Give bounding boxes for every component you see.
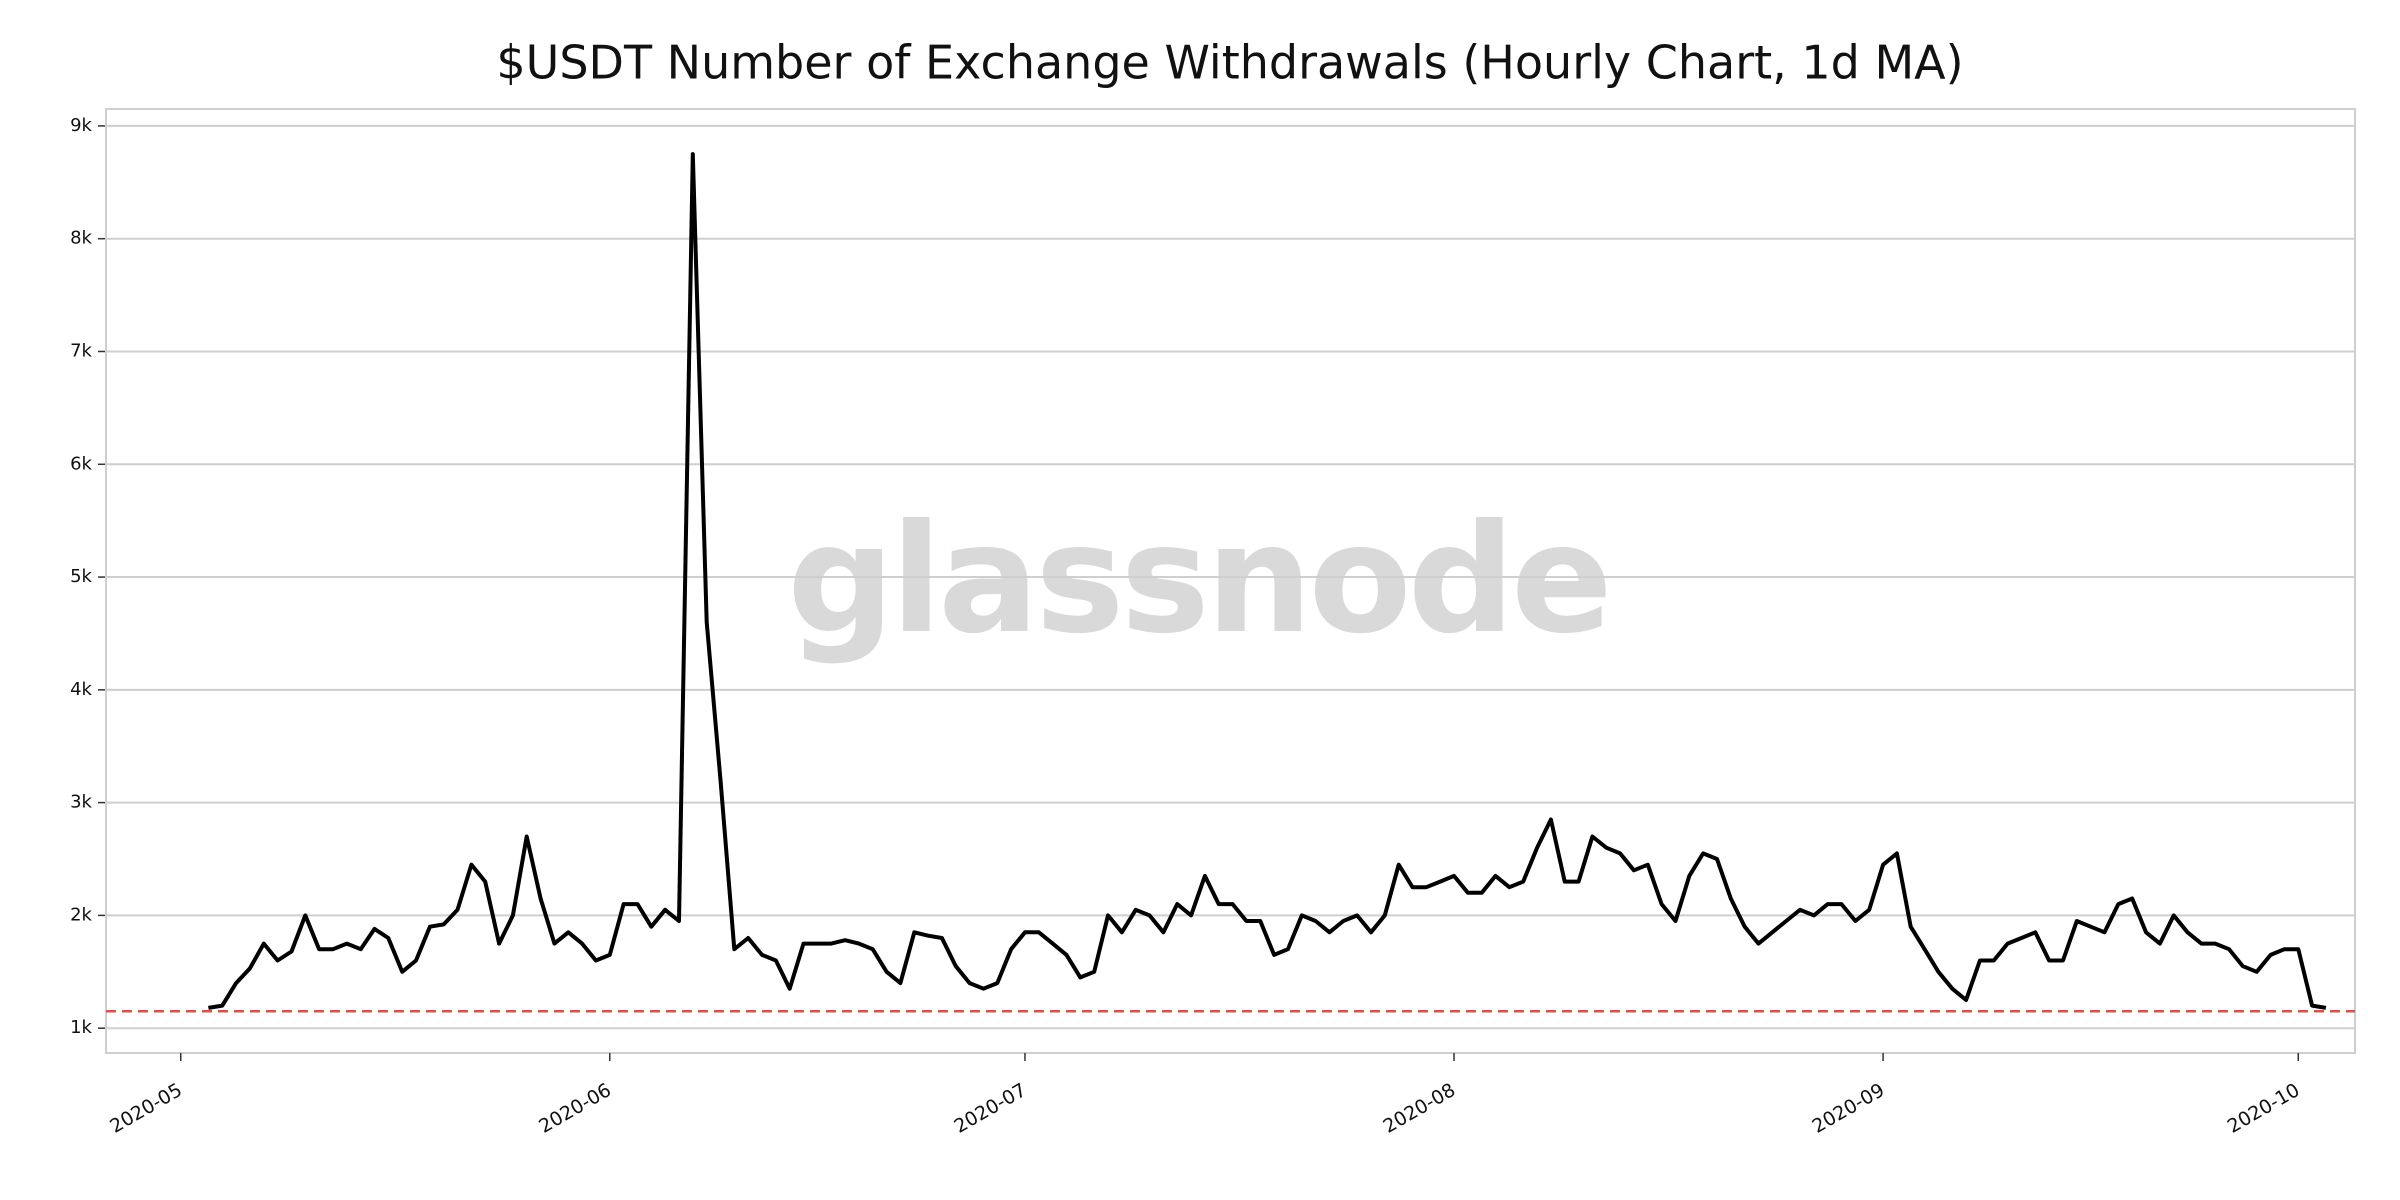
y-tick-label: 2k	[70, 904, 92, 925]
y-tick-label: 5k	[70, 566, 92, 587]
y-tick-label: 7k	[70, 340, 92, 361]
y-tick-label: 1k	[70, 1017, 92, 1038]
y-tick-label: 6k	[70, 453, 92, 474]
line	[208, 152, 2327, 1010]
y-tick-label: 8k	[70, 228, 92, 249]
y-tick-label: 9k	[70, 115, 92, 136]
chart-title: $USDT Number of Exchange Withdrawals (Ho…	[496, 36, 1963, 90]
plot-frame	[105, 108, 2356, 1054]
watermark: glassnode	[787, 493, 1609, 667]
y-tick-label: 3k	[70, 792, 92, 813]
y-tick-label: 4k	[70, 679, 92, 700]
